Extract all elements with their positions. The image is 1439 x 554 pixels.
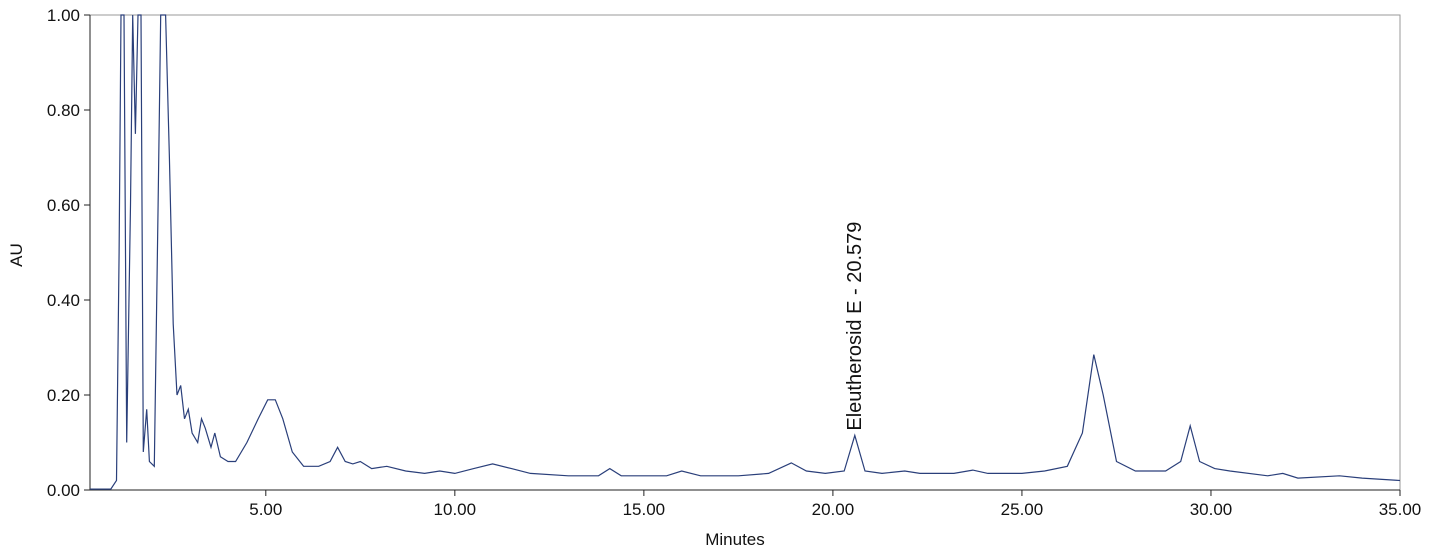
- x-tick-label: 25.00: [1001, 500, 1044, 519]
- peak-annotation: Eleutherosid E - 20.579: [844, 222, 866, 431]
- chromatogram-line: [90, 14, 1401, 490]
- plot-frame: [89, 14, 1401, 491]
- y-tick-label: 0.00: [47, 481, 80, 500]
- x-axis-label: Minutes: [705, 530, 765, 549]
- x-tick-label: 30.00: [1190, 500, 1233, 519]
- y-tick-label: 0.40: [47, 291, 80, 310]
- x-tick-label: 10.00: [434, 500, 477, 519]
- x-tick-label: 5.00: [249, 500, 282, 519]
- y-axis-label: AU: [7, 243, 26, 267]
- x-tick-label: 15.00: [623, 500, 666, 519]
- x-tick-label: 20.00: [812, 500, 855, 519]
- y-tick-label: 0.20: [47, 386, 80, 405]
- y-tick-label: 1.00: [47, 6, 80, 25]
- y-tick-label: 0.80: [47, 101, 80, 120]
- x-tick-label: 35.00: [1379, 500, 1422, 519]
- y-tick-label: 0.60: [47, 196, 80, 215]
